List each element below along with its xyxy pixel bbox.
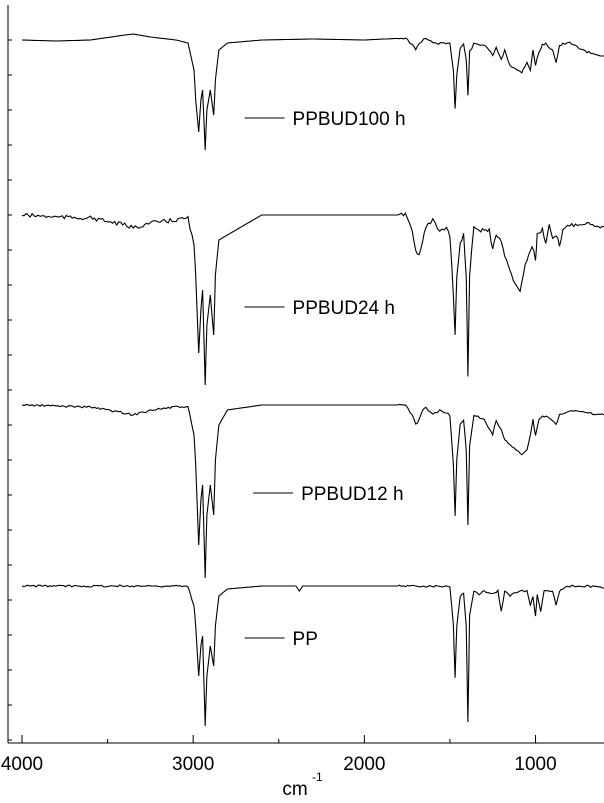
series-label-2: PPBUD12 h bbox=[301, 484, 403, 505]
series-label-1: PPBUD24 h bbox=[293, 298, 395, 319]
x-axis-ticks: 4000 3000 2000 1000 bbox=[1, 735, 557, 775]
series-2: PPBUD12 h bbox=[21, 403, 604, 579]
series-label-0: PPBUD100 h bbox=[293, 109, 406, 130]
x-tick-label-4000: 4000 bbox=[1, 754, 43, 775]
series-line-0 bbox=[21, 33, 604, 151]
series-line-1 bbox=[21, 212, 604, 386]
spectra-series: PPBUD100 h PPBUD24 h PPBUD12 h PP bbox=[21, 33, 604, 727]
x-tick-label-2000: 2000 bbox=[343, 754, 385, 775]
series-0: PPBUD100 h bbox=[21, 33, 604, 151]
series-label-3: PP bbox=[293, 629, 318, 650]
x-tick-label-1000: 1000 bbox=[514, 754, 556, 775]
x-axis-title: cm bbox=[282, 779, 307, 800]
series-1: PPBUD24 h bbox=[21, 212, 604, 386]
series-3: PP bbox=[21, 584, 604, 727]
series-line-3 bbox=[21, 584, 604, 727]
x-axis-title-superscript: -1 bbox=[312, 770, 323, 784]
x-tick-label-3000: 3000 bbox=[172, 754, 214, 775]
y-axis-minor-ticks bbox=[8, 39, 12, 741]
series-line-2 bbox=[21, 403, 604, 579]
